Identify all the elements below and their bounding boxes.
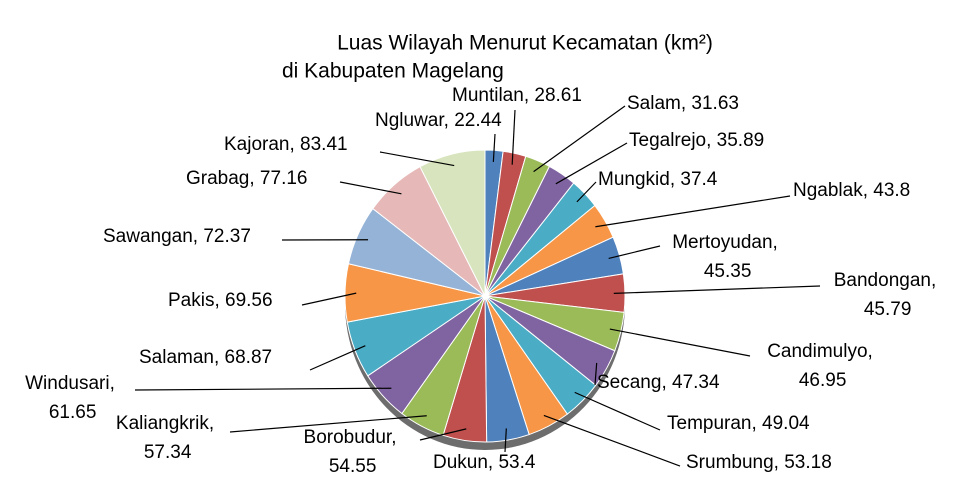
leader-line: [595, 195, 791, 228]
data-label: Dukun, 53.4: [433, 452, 536, 473]
data-label: Ngluwar, 22.44: [375, 110, 502, 131]
label-line: 46.95: [794, 370, 847, 391]
data-label: Kaliangkrik, 57.34: [116, 413, 214, 463]
label-line: Borobudur,: [304, 427, 397, 448]
leader-line: [543, 414, 681, 467]
leader-line: [492, 133, 496, 162]
leader-line: [379, 151, 455, 167]
data-label: Salam, 31.63: [627, 93, 739, 114]
leader-line: [609, 328, 751, 357]
leader-line: [229, 415, 427, 433]
data-label: Borobudur, 54.55: [304, 427, 397, 477]
leader-line: [594, 362, 598, 386]
data-label: Candimulyo, 46.95: [767, 341, 873, 391]
leader-line: [134, 387, 392, 391]
leader-line: [576, 181, 597, 203]
chart-title: Luas Wilayah Menurut Kecamatan (km²): [337, 32, 713, 55]
label-line: Mertoyudan,: [672, 232, 778, 253]
leader-line: [613, 285, 821, 294]
data-label: Salaman, 68.87: [139, 347, 272, 368]
leader-line: [608, 245, 661, 260]
data-label: Ngablak, 43.8: [793, 180, 910, 201]
label-line: Bandongan,: [834, 270, 937, 291]
label-line: 45.79: [859, 299, 912, 320]
data-label: Muntilan, 28.61: [452, 85, 582, 106]
pie-slice: [419, 149, 486, 297]
leader-line: [309, 345, 366, 371]
leader-line: [504, 428, 507, 453]
label-line: Windusari,: [25, 373, 115, 394]
data-label: Secang, 47.34: [597, 372, 720, 393]
data-label: Bandongan, 45.79: [834, 270, 937, 320]
label-line: Kaliangkrik,: [116, 413, 214, 434]
chart-subtitle: di Kabupaten Magelang: [282, 60, 504, 83]
data-label: Sawangan, 72.37: [103, 226, 251, 247]
data-label: Kajoran, 83.41: [224, 134, 348, 155]
data-label: Grabag, 77.16: [186, 168, 307, 189]
data-label: Mungkid, 37.4: [598, 169, 718, 190]
data-label: Mertoyudan, 45.35: [672, 232, 778, 282]
data-label: Tegalrejo, 35.89: [629, 130, 764, 151]
data-label: Srumbung, 53.18: [686, 452, 832, 473]
leader-line: [511, 109, 516, 165]
leader-line: [339, 181, 402, 195]
label-line: 61.65: [44, 402, 97, 423]
label-line: 54.55: [324, 456, 377, 477]
label-line: Candimulyo,: [767, 341, 873, 362]
data-label: Tempuran, 49.04: [667, 413, 810, 434]
leader-line: [533, 105, 626, 173]
pie: [344, 149, 626, 443]
leader-line: [301, 292, 357, 306]
data-label: Pakis, 69.56: [168, 290, 273, 311]
leader-line: [555, 142, 628, 185]
data-label: Windusari, 61.65: [25, 373, 115, 423]
leader-line: [419, 428, 467, 441]
leader-line: [574, 391, 661, 431]
label-line: 57.34: [139, 442, 192, 463]
label-line: 45.35: [699, 261, 752, 282]
